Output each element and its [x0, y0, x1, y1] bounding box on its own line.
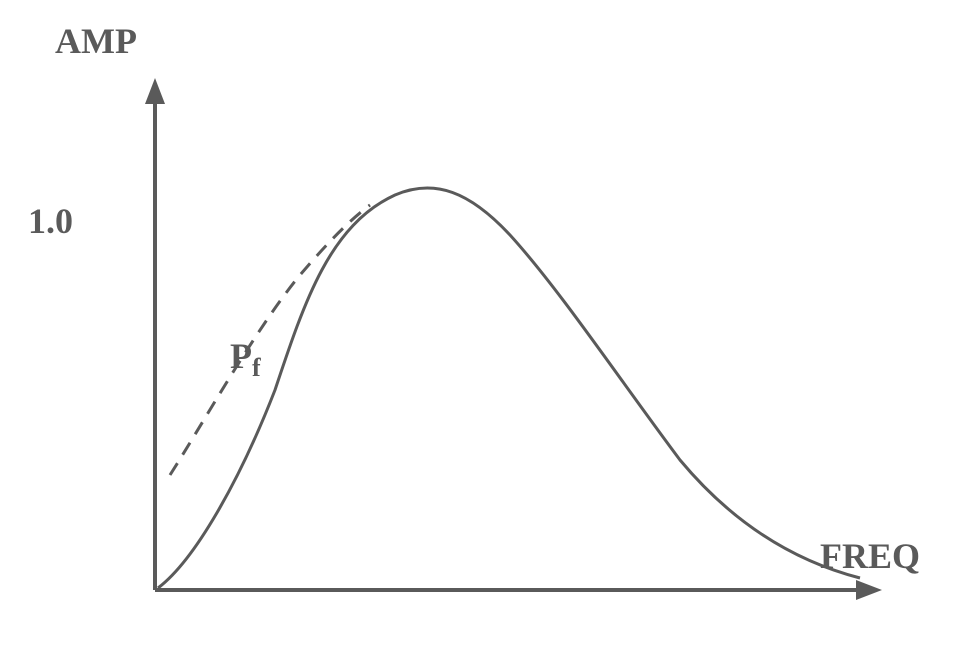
x-axis-arrow — [856, 580, 882, 600]
y-axis-label: AMP — [55, 20, 137, 62]
curve-label: Pf — [230, 335, 261, 383]
chart-svg — [0, 0, 956, 669]
curve-label-subscript: f — [252, 353, 261, 382]
response-curve-dashed — [170, 205, 370, 475]
curve-label-main: P — [230, 336, 252, 376]
x-axis-label: FREQ — [820, 535, 920, 577]
response-curve-solid — [158, 188, 860, 588]
y-axis-arrow — [145, 78, 165, 104]
chart-container: AMP 1.0 FREQ Pf — [0, 0, 956, 669]
y-tick-label: 1.0 — [28, 200, 73, 242]
